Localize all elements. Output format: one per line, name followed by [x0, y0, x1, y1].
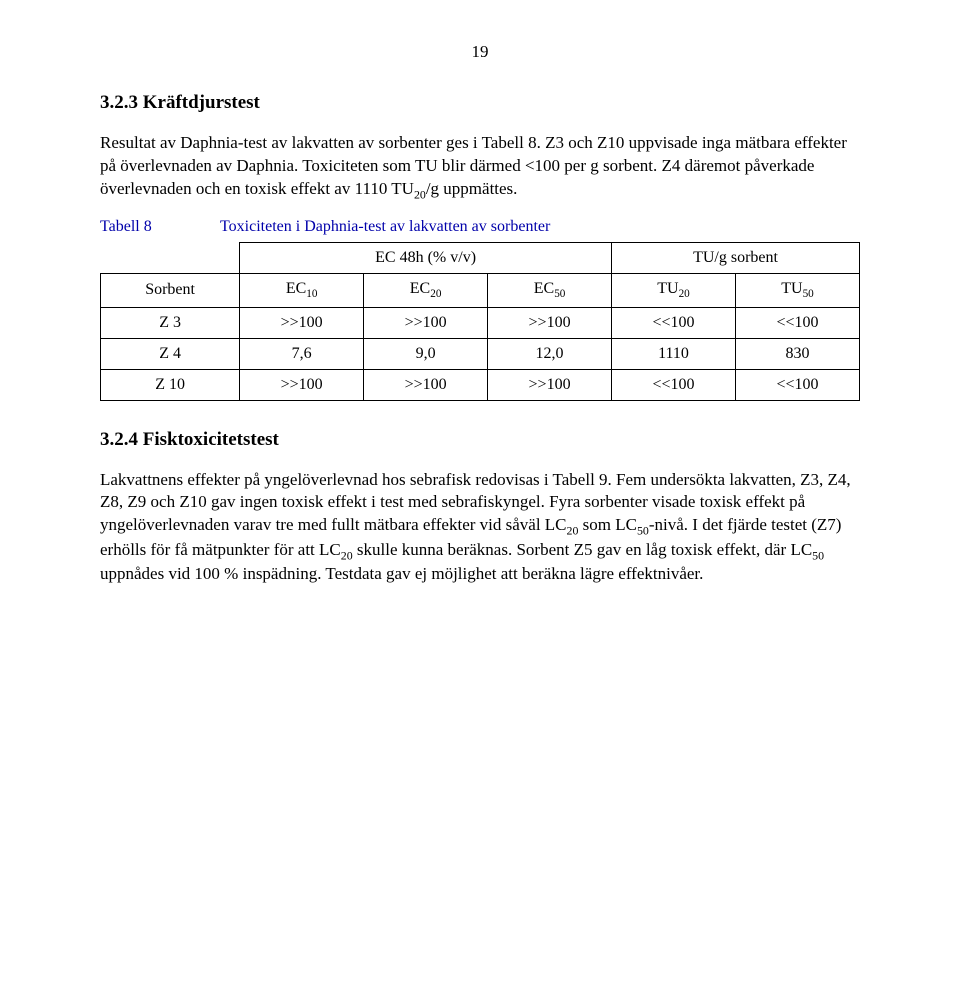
subscript: 50 [554, 289, 565, 301]
subscript: 50 [637, 524, 649, 538]
table-cell: <<100 [612, 369, 736, 400]
paragraph-text: skulle kunna beräknas. Sorbent Z5 gav en… [353, 540, 813, 559]
subscript: 10 [306, 289, 317, 301]
table-cell: 9,0 [364, 338, 488, 369]
table-cell: >>100 [240, 307, 364, 338]
paragraph-text: som LC [578, 515, 637, 534]
table-header-ec50: EC50 [488, 274, 612, 307]
table-cell: >>100 [364, 369, 488, 400]
table-header-tu50: TU50 [735, 274, 859, 307]
table-header-group-row: EC 48h (% v/v) TU/g sorbent [101, 243, 860, 274]
subscript: 20 [567, 524, 579, 538]
paragraph-kraftdjurstest: Resultat av Daphnia-test av lakvatten av… [100, 132, 860, 202]
subscript: 20 [679, 289, 690, 301]
table-cell: <<100 [735, 369, 859, 400]
table-cell-label: Z 10 [101, 369, 240, 400]
paragraph-fisktoxicitetstest: Lakvattnens effekter på yngelöverlevnad … [100, 469, 860, 587]
table-cell: >>100 [364, 307, 488, 338]
table-cell: <<100 [735, 307, 859, 338]
table-cell: 1110 [612, 338, 736, 369]
table-caption: Tabell 8 Toxiciteten i Daphnia-test av l… [100, 218, 860, 236]
toxicity-table: EC 48h (% v/v) TU/g sorbent Sorbent EC10… [100, 242, 860, 400]
table-header-tu20: TU20 [612, 274, 736, 307]
table-row: Z 10 >>100 >>100 >>100 <<100 <<100 [101, 369, 860, 400]
section-heading-kraftdjurstest: 3.2.3 Kräftdjurstest [100, 92, 860, 114]
table-cell: 12,0 [488, 338, 612, 369]
table-header-group-ec: EC 48h (% v/v) [240, 243, 612, 274]
paragraph-text: /g uppmättes. [426, 179, 518, 198]
subscript: 50 [812, 548, 824, 562]
header-text: TU [781, 280, 802, 297]
header-text: TU [657, 280, 678, 297]
paragraph-text: uppnådes vid 100 % inspädning. Testdata … [100, 564, 703, 583]
table-cell-label: Z 3 [101, 307, 240, 338]
table-cell-label: Z 4 [101, 338, 240, 369]
subscript: 20 [341, 548, 353, 562]
table-header-group-tu: TU/g sorbent [612, 243, 860, 274]
subscript: 20 [414, 187, 426, 201]
table-cell: <<100 [612, 307, 736, 338]
table-row: Z 4 7,6 9,0 12,0 1110 830 [101, 338, 860, 369]
page-number: 19 [100, 42, 860, 62]
header-text: EC [286, 280, 306, 297]
table-header-ec20: EC20 [364, 274, 488, 307]
header-text: EC [534, 280, 554, 297]
table-cell: 7,6 [240, 338, 364, 369]
table-caption-label: Tabell 8 [100, 218, 220, 236]
section-heading-fisktoxicitetstest: 3.2.4 Fisktoxicitetstest [100, 429, 860, 451]
subscript: 20 [430, 289, 441, 301]
table-cell: >>100 [488, 307, 612, 338]
table-header-ec10: EC10 [240, 274, 364, 307]
table-header-row: Sorbent EC10 EC20 EC50 TU20 TU50 [101, 274, 860, 307]
header-text: EC [410, 280, 430, 297]
table-cell: >>100 [488, 369, 612, 400]
subscript: 50 [803, 289, 814, 301]
table-caption-text: Toxiciteten i Daphnia-test av lakvatten … [220, 218, 550, 236]
table-row: Z 3 >>100 >>100 >>100 <<100 <<100 [101, 307, 860, 338]
table-header-sorbent: Sorbent [101, 274, 240, 307]
table-cell: 830 [735, 338, 859, 369]
table-header-empty [101, 243, 240, 274]
document-page: 19 3.2.3 Kräftdjurstest Resultat av Daph… [0, 0, 960, 990]
table-cell: >>100 [240, 369, 364, 400]
